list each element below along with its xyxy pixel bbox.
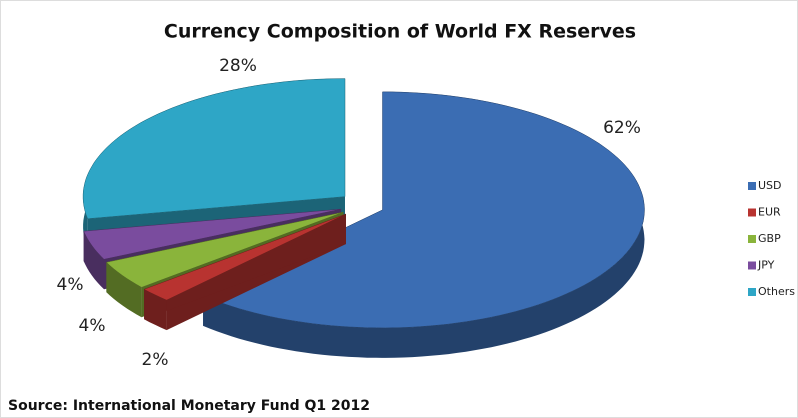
- legend-label: JPY: [757, 259, 775, 272]
- legend-swatch: [748, 235, 756, 243]
- slice: [82, 78, 346, 219]
- legend-label: EUR: [758, 206, 781, 219]
- data-label: 28%: [219, 56, 257, 76]
- slice-side: [144, 214, 346, 320]
- legend-swatch: [748, 288, 756, 296]
- legend-swatch: [748, 182, 756, 190]
- legend-label: Others: [758, 285, 795, 298]
- chart-title: Currency Composition of World FX Reserve…: [164, 21, 636, 43]
- slice: [143, 213, 347, 301]
- legend-label: USD: [758, 179, 782, 192]
- legend-swatch: [748, 208, 756, 217]
- slice: [83, 208, 342, 260]
- legend-swatch: [748, 261, 756, 270]
- slice: [202, 91, 645, 329]
- slice-wall: [106, 262, 142, 318]
- data-label: 2%: [142, 350, 169, 370]
- legend-label: GBP: [758, 232, 781, 245]
- source-note: Source: International Monetary Fund Q1 2…: [8, 398, 370, 414]
- data-label: 62%: [603, 118, 641, 138]
- data-label: 4%: [57, 275, 84, 295]
- data-label: 4%: [79, 316, 106, 336]
- slice: [105, 211, 344, 288]
- slice-wall: [83, 231, 104, 290]
- slice-wall: [144, 289, 167, 331]
- slice-wall: [203, 91, 645, 358]
